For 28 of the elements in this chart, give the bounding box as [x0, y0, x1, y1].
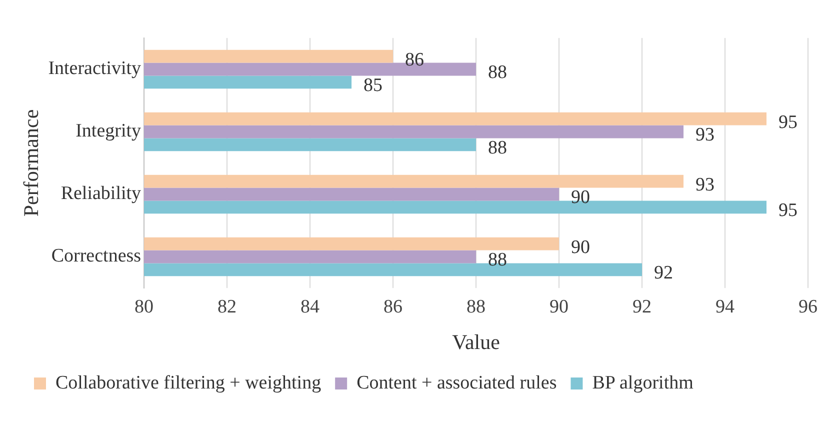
x-tick-label: 82	[218, 296, 237, 318]
x-tick-label: 94	[716, 296, 736, 318]
legend-label: Collaborative filtering + weighting	[56, 372, 322, 394]
legend-label: BP algorithm	[592, 372, 694, 394]
data-label: 95	[778, 112, 798, 133]
data-label: 86	[405, 49, 424, 70]
x-tick-label: 84	[300, 296, 320, 318]
x-tick-label: 80	[134, 296, 154, 318]
x-tick-label: 86	[384, 296, 403, 318]
x-tick-label: 90	[550, 296, 569, 318]
data-label: 90	[571, 236, 590, 258]
x-tick-label: 88	[466, 296, 486, 318]
legend-label: Content + associated rules	[356, 372, 557, 394]
data-label: 85	[364, 75, 383, 96]
x-axis-title: Value	[452, 330, 500, 354]
data-label: 93	[696, 124, 715, 146]
data-label: 95	[778, 200, 798, 222]
data-label: 88	[488, 138, 508, 159]
data-label: 93	[696, 174, 715, 196]
y-tick-label: Reliability	[60, 183, 142, 204]
y-tick-label: Interactivity	[48, 58, 142, 80]
y-axis-title: Performance	[19, 109, 44, 217]
data-label: 88	[488, 62, 508, 84]
y-tick-label: Integrity	[76, 120, 142, 142]
data-label: 92	[654, 262, 674, 284]
x-tick-label: 92	[632, 296, 652, 318]
y-tick-label: Correctness	[51, 246, 142, 267]
x-tick-label: 96	[798, 296, 818, 318]
